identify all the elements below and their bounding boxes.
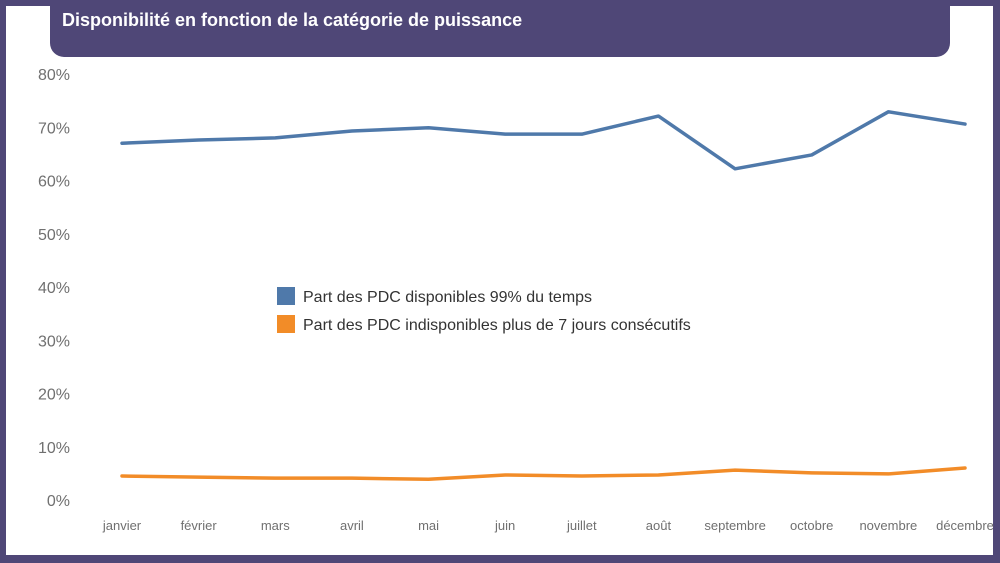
y-tick-label: 50% bbox=[38, 227, 70, 244]
x-tick-label: mai bbox=[418, 518, 439, 533]
chart-area bbox=[6, 6, 993, 555]
x-tick-label: septembre bbox=[704, 518, 765, 533]
y-tick-label: 10% bbox=[38, 440, 70, 457]
legend-swatch bbox=[277, 315, 295, 333]
x-tick-label: août bbox=[646, 518, 672, 533]
y-tick-label: 30% bbox=[38, 333, 70, 350]
x-tick-label: novembre bbox=[859, 518, 917, 533]
y-tick-label: 0% bbox=[47, 493, 70, 510]
y-tick-label: 70% bbox=[38, 120, 70, 137]
series-line-1 bbox=[120, 110, 967, 171]
x-tick-label: juillet bbox=[566, 518, 597, 533]
y-tick-label: 80% bbox=[38, 67, 70, 84]
x-tick-label: décembre bbox=[936, 518, 994, 533]
legend-label: Part des PDC disponibles 99% du temps bbox=[303, 289, 592, 306]
x-tick-label: avril bbox=[340, 518, 364, 533]
x-tick-label: février bbox=[181, 518, 218, 533]
legend-swatch bbox=[277, 287, 295, 305]
y-tick-label: 60% bbox=[38, 174, 70, 191]
title-bar: Disponibilité en fonction de la catégori… bbox=[50, 0, 950, 57]
x-tick-label: octobre bbox=[790, 518, 833, 533]
chart-title: Disponibilité en fonction de la catégori… bbox=[62, 10, 523, 30]
series-line-2 bbox=[120, 466, 967, 481]
y-tick-label: 40% bbox=[38, 280, 70, 297]
x-tick-label: juin bbox=[494, 518, 515, 533]
x-tick-label: janvier bbox=[102, 518, 142, 533]
legend-label: Part des PDC indisponibles plus de 7 jou… bbox=[303, 317, 691, 334]
x-tick-label: mars bbox=[261, 518, 290, 533]
y-tick-label: 20% bbox=[38, 387, 70, 404]
